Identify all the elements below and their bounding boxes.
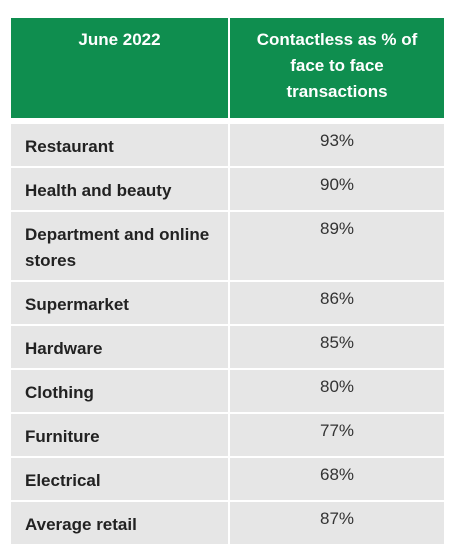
row-value: 85%: [229, 325, 444, 370]
row-label: Department and online stores: [11, 211, 230, 282]
table-row: Average retail 87%: [11, 501, 444, 546]
row-value: 68%: [229, 457, 444, 502]
table-row: Restaurant 93%: [11, 121, 444, 168]
table-row: Electrical 68%: [11, 457, 444, 502]
row-label: Clothing: [11, 369, 230, 414]
contactless-table: June 2022 Contactless as % of face to fa…: [11, 18, 444, 546]
header-row: June 2022 Contactless as % of face to fa…: [11, 18, 444, 121]
row-label: Health and beauty: [11, 167, 230, 212]
table-row: Furniture 77%: [11, 413, 444, 458]
row-label: Furniture: [11, 413, 230, 458]
row-label: Hardware: [11, 325, 230, 370]
row-value: 80%: [229, 369, 444, 414]
table-row: Supermarket 86%: [11, 281, 444, 326]
page: June 2022 Contactless as % of face to fa…: [11, 18, 444, 546]
table-row: Department and online stores 89%: [11, 211, 444, 282]
row-label: Supermarket: [11, 281, 230, 326]
row-label: Restaurant: [11, 121, 230, 168]
row-value: 93%: [229, 121, 444, 168]
table-row: Hardware 85%: [11, 325, 444, 370]
table-row: Clothing 80%: [11, 369, 444, 414]
row-value: 77%: [229, 413, 444, 458]
table-row: Health and beauty 90%: [11, 167, 444, 212]
row-value: 87%: [229, 501, 444, 546]
row-value: 89%: [229, 211, 444, 282]
row-label: Average retail: [11, 501, 230, 546]
header-cell-contactless: Contactless as % of face to face transac…: [229, 18, 444, 121]
header-cell-period: June 2022: [11, 18, 230, 121]
row-value: 90%: [229, 167, 444, 212]
row-value: 86%: [229, 281, 444, 326]
row-label: Electrical: [11, 457, 230, 502]
